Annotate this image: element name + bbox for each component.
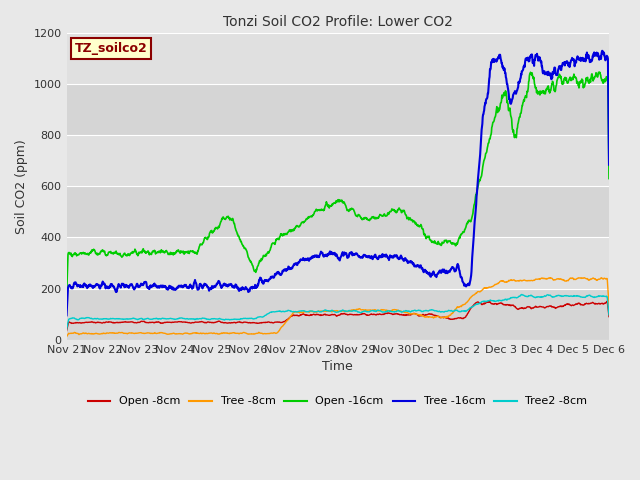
Title: Tonzi Soil CO2 Profile: Lower CO2: Tonzi Soil CO2 Profile: Lower CO2 (223, 15, 452, 29)
Legend: Open -8cm, Tree -8cm, Open -16cm, Tree -16cm, Tree2 -8cm: Open -8cm, Tree -8cm, Open -16cm, Tree -… (84, 392, 592, 411)
Text: TZ_soilco2: TZ_soilco2 (75, 42, 147, 55)
X-axis label: Time: Time (323, 360, 353, 373)
Y-axis label: Soil CO2 (ppm): Soil CO2 (ppm) (15, 139, 28, 234)
Bar (67, 288, 609, 340)
Bar (67, 84, 609, 135)
Bar (67, 186, 609, 238)
